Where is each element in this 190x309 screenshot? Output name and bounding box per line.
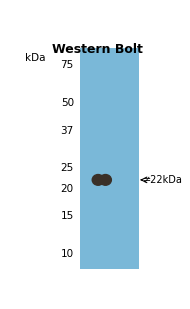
Text: ≠22kDa: ≠22kDa (143, 175, 183, 185)
Text: 15: 15 (61, 211, 74, 221)
Text: Western Bolt: Western Bolt (52, 43, 143, 56)
Text: kDa: kDa (25, 53, 46, 62)
Ellipse shape (92, 175, 104, 185)
Text: 25: 25 (61, 163, 74, 173)
Text: 75: 75 (61, 60, 74, 70)
Text: 10: 10 (61, 249, 74, 259)
Ellipse shape (100, 175, 111, 185)
Text: 20: 20 (61, 184, 74, 194)
Text: 50: 50 (61, 98, 74, 108)
Bar (80, 48, 139, 269)
Text: 37: 37 (61, 126, 74, 136)
